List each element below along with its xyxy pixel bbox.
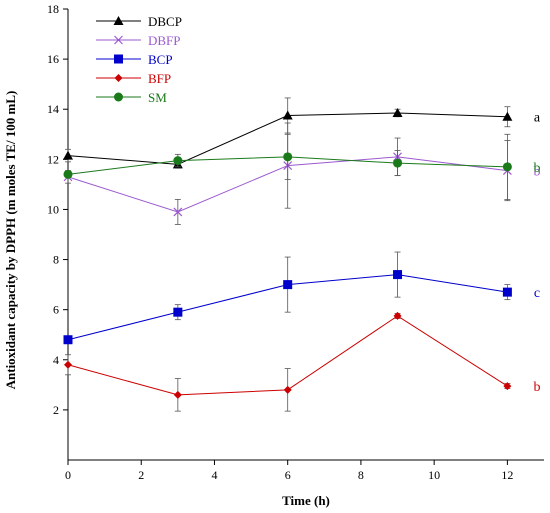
legend-item-bfp: BFP (96, 71, 171, 86)
y-tick-label: 8 (53, 253, 59, 267)
x-tick-label: 8 (358, 468, 364, 482)
x-tick-label: 4 (211, 468, 217, 482)
data-point (502, 162, 512, 172)
data-point (63, 169, 73, 179)
legend-label: SM (148, 90, 167, 105)
data-point (393, 270, 403, 280)
data-point (393, 311, 402, 320)
x-tick-label: 0 (65, 468, 71, 482)
legend-marker (113, 16, 124, 25)
legend-label: BCP (148, 52, 173, 67)
y-tick-label: 10 (47, 202, 59, 216)
y-tick-label: 4 (53, 353, 59, 367)
data-point (502, 287, 512, 297)
legend-marker (114, 35, 123, 45)
significance-letter: c (534, 286, 540, 301)
significance-letter: b (534, 161, 541, 176)
y-tick-label: 12 (47, 152, 59, 166)
x-tick-label: 12 (501, 468, 513, 482)
legend-marker (114, 54, 123, 64)
y-axis-title: Antioxidant capacity by DPPH (m moles TE… (3, 91, 18, 390)
legend-item-dbcp: DBCP (96, 14, 182, 29)
significance-letter: b (534, 380, 541, 395)
plot-area (63, 97, 513, 412)
legend-marker (114, 92, 123, 102)
series-bcp (63, 251, 512, 345)
y-tick-label: 14 (47, 102, 59, 116)
data-point (173, 307, 183, 317)
legend: DBCP DBFP BCP BFP SM (96, 14, 182, 105)
axes (67, 9, 544, 461)
data-point (63, 335, 73, 345)
data-point (503, 382, 512, 391)
data-point (502, 111, 513, 121)
series-bfp (64, 311, 512, 412)
data-point (173, 156, 183, 166)
data-point (283, 385, 292, 394)
data-point (283, 152, 293, 162)
legend-item-sm: SM (96, 90, 167, 105)
data-point (282, 110, 293, 120)
data-point (283, 280, 293, 290)
legend-label: DBFP (148, 33, 181, 48)
legend-label: BFP (148, 71, 171, 86)
legend-item-bcp: BCP (96, 52, 173, 67)
y-tick-label: 18 (47, 2, 59, 16)
ticks: 2 4 6 8 10 12 14 16 18 0 2 4 6 8 10 12 (47, 2, 513, 482)
y-tick-label: 16 (47, 52, 59, 66)
series-sm (63, 133, 512, 200)
significance-letter: b (534, 165, 541, 180)
data-point (63, 150, 73, 160)
legend-label: DBCP (148, 14, 182, 29)
data-point (393, 158, 403, 168)
data-point (392, 107, 403, 117)
data-point (173, 207, 183, 217)
y-tick-label: 6 (53, 303, 59, 317)
x-tick-label: 10 (428, 468, 440, 482)
x-axis-title: Time (h) (282, 493, 330, 508)
significance-letter: a (534, 111, 541, 126)
legend-marker (114, 74, 123, 82)
x-tick-label: 2 (138, 468, 144, 482)
data-point (64, 360, 72, 369)
legend-item-dbfp: DBFP (96, 33, 181, 48)
y-tick-label: 2 (53, 403, 59, 417)
data-point (173, 390, 182, 399)
x-tick-label: 6 (285, 468, 291, 482)
